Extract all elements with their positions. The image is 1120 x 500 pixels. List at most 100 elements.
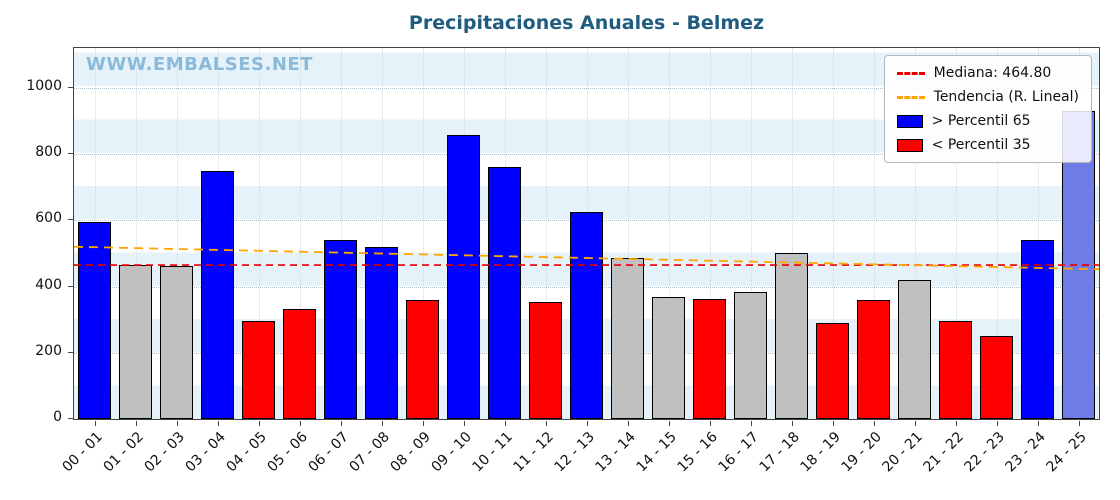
- x-tick-label: 02 - 03: [141, 429, 188, 476]
- bar-02-03: [160, 265, 193, 419]
- gridline-vertical: [1037, 48, 1039, 419]
- x-tick-mark: [1078, 421, 1080, 426]
- x-tick-mark: [94, 421, 96, 426]
- x-tick-label: 07 - 08: [346, 429, 393, 476]
- x-tick-mark: [381, 421, 383, 426]
- bar-05-06: [283, 308, 316, 419]
- median-dashed-line-icon: [896, 71, 925, 75]
- x-tick-label: 10 - 11: [469, 429, 516, 476]
- bar-15-16: [693, 298, 726, 419]
- gridline-horizontal: [74, 87, 1099, 89]
- bar-00-01: [78, 221, 111, 419]
- x-tick-label: 15 - 16: [674, 429, 721, 476]
- x-tick-mark: [627, 421, 629, 426]
- bar-16-17: [734, 291, 767, 419]
- x-tick-mark: [217, 421, 219, 426]
- legend-label: < Percentil 35: [931, 137, 1031, 153]
- plot-area: WWW.EMBALSES.NET Mediana: 464.80 Tendenc…: [73, 47, 1100, 420]
- legend: Mediana: 464.80 Tendencia (R. Lineal) > …: [883, 55, 1092, 163]
- x-tick-mark: [873, 421, 875, 426]
- bar-19-20: [857, 299, 890, 419]
- x-tick-mark: [955, 421, 957, 426]
- x-tick-label: 01 - 02: [100, 429, 147, 476]
- x-tick-mark: [709, 421, 711, 426]
- x-tick-label: 16 - 17: [715, 429, 762, 476]
- x-tick-mark: [340, 421, 342, 426]
- x-tick-mark: [176, 421, 178, 426]
- bar-14-15: [652, 296, 685, 419]
- x-tick-label: 20 - 21: [879, 429, 926, 476]
- x-tick-mark: [668, 421, 670, 426]
- x-tick-label: 21 - 22: [920, 429, 967, 476]
- gridline-vertical: [340, 48, 342, 419]
- y-tick-mark: [68, 285, 73, 287]
- bar-11-12: [529, 301, 562, 419]
- legend-label: > Percentil 65: [931, 113, 1031, 129]
- gridline-vertical: [258, 48, 260, 419]
- trend-dashed-line-icon: [896, 95, 925, 99]
- y-tick-label: 1000: [26, 77, 62, 94]
- x-tick-mark: [504, 421, 506, 426]
- x-tick-label: 19 - 20: [838, 429, 885, 476]
- legend-item-below-p35: < Percentil 35: [896, 137, 1079, 153]
- gridline-vertical: [832, 48, 834, 419]
- gridline-vertical: [791, 48, 793, 419]
- gridline-vertical: [176, 48, 178, 419]
- y-tick-label: 600: [35, 210, 62, 227]
- bar-22-23: [980, 336, 1013, 419]
- x-tick-label: 17 - 18: [756, 429, 803, 476]
- bar-03-04: [201, 170, 234, 419]
- gridline-vertical: [873, 48, 875, 419]
- x-tick-label: 09 - 10: [428, 429, 475, 476]
- x-tick-label: 03 - 04: [182, 429, 229, 476]
- x-tick-mark: [258, 421, 260, 426]
- x-tick-label: 05 - 06: [264, 429, 311, 476]
- x-tick-mark: [750, 421, 752, 426]
- red-swatch-icon: [896, 138, 923, 152]
- x-tick-mark: [135, 421, 137, 426]
- y-tick-label: 200: [35, 342, 62, 359]
- bar-23-24: [1021, 240, 1054, 419]
- x-tick-label: 22 - 23: [961, 429, 1008, 476]
- bar-08-09: [406, 299, 439, 419]
- x-tick-mark: [422, 421, 424, 426]
- gridline-horizontal: [74, 154, 1099, 155]
- x-tick-mark: [586, 421, 588, 426]
- x-tick-label: 18 - 19: [797, 429, 844, 476]
- x-tick-mark: [463, 421, 465, 426]
- y-tick-mark: [68, 418, 73, 419]
- gridline-vertical: [668, 48, 670, 419]
- legend-label: Mediana: 464.80: [933, 65, 1052, 81]
- bar-10-11: [488, 166, 521, 419]
- y-tick-mark: [68, 219, 73, 221]
- x-tick-mark: [996, 421, 998, 426]
- legend-item-trend: Tendencia (R. Lineal): [896, 89, 1079, 105]
- legend-label: Tendencia (R. Lineal): [933, 89, 1079, 105]
- legend-item-median: Mediana: 464.80: [896, 65, 1079, 81]
- y-tick-label: 400: [35, 276, 62, 293]
- y-tick-label: 0: [53, 409, 62, 425]
- x-tick-label: 14 - 15: [633, 429, 680, 476]
- gridline-vertical: [914, 48, 916, 419]
- y-tick-mark: [68, 86, 73, 88]
- x-tick-mark: [1037, 421, 1039, 426]
- x-tick-mark: [914, 421, 916, 426]
- gridline-vertical: [627, 48, 629, 419]
- x-tick-mark: [832, 421, 834, 426]
- watermark: WWW.EMBALSES.NET: [86, 54, 313, 75]
- x-tick-mark: [299, 421, 301, 426]
- bar-21-22: [939, 320, 972, 419]
- gridline-vertical: [422, 48, 424, 419]
- y-tick-mark: [68, 351, 73, 353]
- x-tick-label: 06 - 07: [305, 429, 352, 476]
- x-tick-mark: [545, 421, 547, 426]
- bar-17-18: [775, 253, 808, 419]
- gridline-vertical: [750, 48, 752, 419]
- bar-20-21: [898, 279, 931, 419]
- x-tick-label: 04 - 05: [223, 429, 270, 476]
- bar-13-14: [611, 258, 644, 419]
- x-tick-label: 24 - 25: [1043, 429, 1090, 476]
- gridline-vertical: [955, 48, 957, 419]
- bar-04-05: [242, 320, 275, 419]
